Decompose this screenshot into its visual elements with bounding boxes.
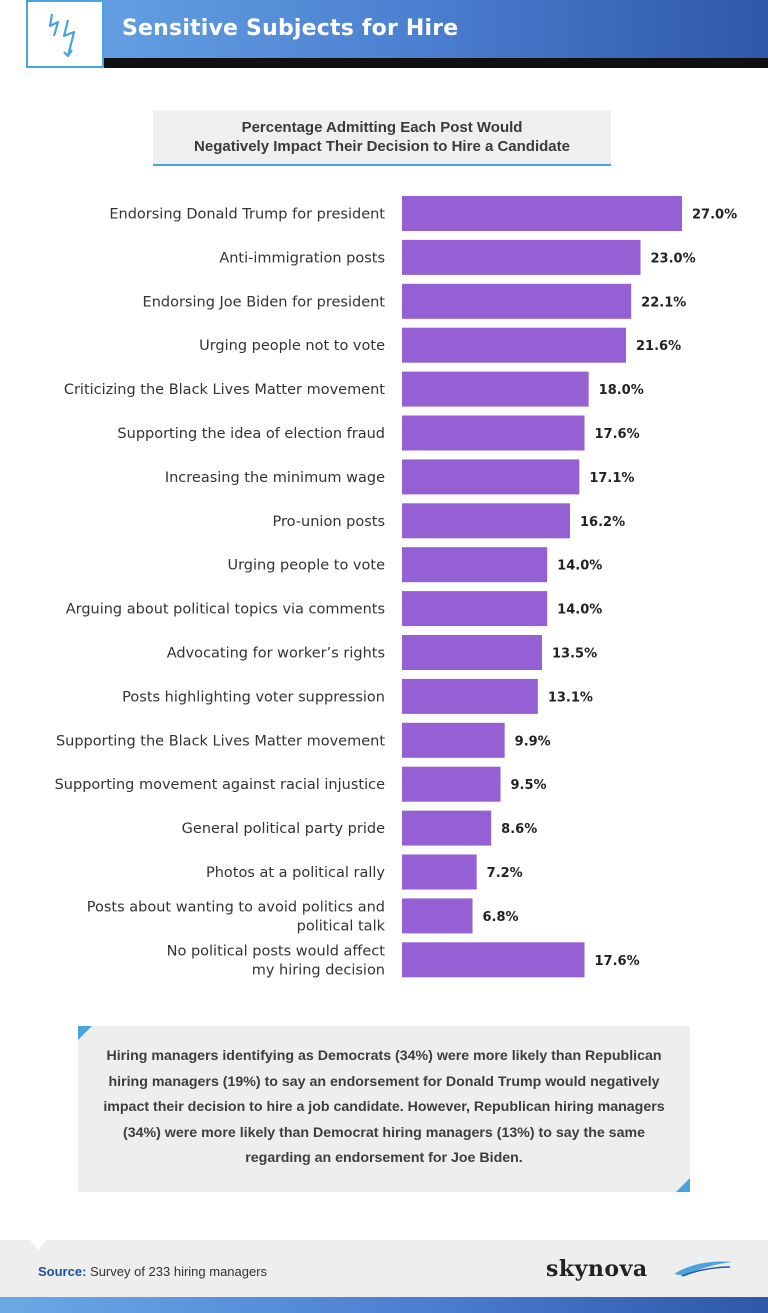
value-label: 14.0%: [557, 559, 602, 574]
bar-chart: Endorsing Donald Trump for president 27.0…: [55, 196, 737, 978]
bar: [402, 898, 473, 934]
category-label: Anti-immigration posts: [219, 250, 385, 266]
chart-title: Percentage Admitting Each Post Would Neg…: [153, 110, 611, 166]
page-title: Sensitive Subjects for Hire: [122, 16, 459, 41]
value-label: 17.6%: [595, 954, 640, 969]
value-label: 16.2%: [580, 515, 625, 530]
value-label: 13.1%: [548, 690, 593, 705]
bar: [402, 942, 585, 978]
value-label: 14.0%: [557, 603, 602, 618]
value-label: 9.5%: [511, 778, 547, 793]
category-label: Supporting movement against racial injus…: [55, 777, 385, 793]
bar: [402, 766, 501, 802]
category-label: political talk: [297, 918, 386, 934]
category-label: Endorsing Donald Trump for president: [109, 207, 385, 223]
note-text: Hiring managers identifying as Democrats…: [103, 1048, 665, 1166]
category-label: General political party pride: [182, 821, 385, 837]
category-label: Urging people not to vote: [199, 338, 385, 354]
category-label: Supporting the Black Lives Matter moveme…: [56, 733, 385, 749]
category-label: Photos at a political rally: [206, 865, 385, 881]
logo-box: [0, 0, 104, 68]
value-label: 7.2%: [487, 866, 523, 881]
footer-notch: [30, 1240, 46, 1250]
value-label: 18.0%: [599, 383, 644, 398]
source-text: Survey of 233 hiring managers: [86, 1264, 268, 1279]
lightning-icon: [48, 13, 76, 58]
value-label: 17.1%: [589, 471, 634, 486]
value-label: 21.6%: [636, 339, 681, 354]
header-underline: [104, 58, 768, 68]
bar: [402, 635, 542, 670]
source-key: Source:: [38, 1264, 87, 1279]
category-label: Posts highlighting voter suppression: [122, 689, 385, 705]
note-box: [78, 1026, 690, 1192]
bar: [402, 591, 548, 627]
bar: [402, 239, 641, 275]
bar: [402, 283, 632, 319]
category-label: Supporting the idea of election fraud: [117, 426, 385, 442]
note-corner-top-left: [78, 1026, 92, 1040]
footer: [0, 1240, 768, 1297]
header-bar: [0, 0, 768, 64]
bar: [402, 196, 682, 231]
bar: [402, 810, 492, 846]
value-label: 13.5%: [552, 647, 597, 662]
bar: [402, 503, 570, 539]
swoosh-icon: [674, 1261, 732, 1277]
brand-logo: skynova: [546, 1256, 648, 1282]
category-label: Posts about wanting to avoid politics an…: [87, 899, 385, 915]
value-label: 6.8%: [483, 910, 519, 925]
category-label: Endorsing Joe Biden for president: [143, 294, 386, 310]
bar: [402, 327, 626, 363]
chart-title-line-2: Negatively Impact Their Decision to Hire…: [194, 138, 570, 155]
bar: [402, 459, 580, 495]
footer-bar: [0, 1297, 768, 1313]
category-label: Criticizing the Black Lives Matter movem…: [64, 382, 385, 398]
category-label: Increasing the minimum wage: [165, 470, 385, 486]
value-label: 27.0%: [692, 208, 737, 223]
category-label: Arguing about political topics via comme…: [66, 602, 385, 618]
bar: [402, 415, 585, 451]
source-line: Source: Survey of 233 hiring managers: [38, 1264, 267, 1279]
bar: [402, 371, 589, 407]
bar: [402, 722, 505, 758]
category-label: Advocating for worker’s rights: [167, 646, 385, 662]
value-label: 8.6%: [501, 822, 537, 837]
note-corner-bottom-right: [676, 1178, 690, 1192]
value-label: 9.9%: [515, 734, 551, 749]
value-label: 22.1%: [641, 295, 686, 310]
bar: [402, 854, 477, 890]
chart-title-line-1: Percentage Admitting Each Post Would: [241, 119, 523, 136]
bar: [402, 547, 548, 583]
category-label: No political posts would affect: [167, 943, 386, 959]
category-label: my hiring decision: [252, 962, 385, 978]
logo-frame: [26, 0, 104, 68]
category-label: Urging people to vote: [227, 558, 385, 574]
value-label: 23.0%: [651, 251, 696, 266]
value-label: 17.6%: [595, 427, 640, 442]
category-label: Pro-union posts: [273, 514, 385, 530]
bar: [402, 678, 538, 714]
